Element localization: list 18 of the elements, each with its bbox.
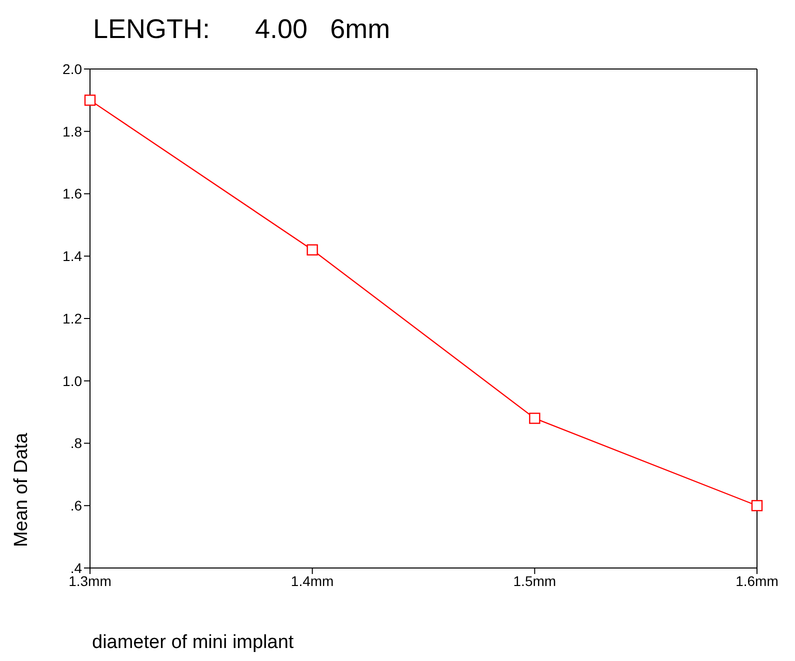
y-tick-label: .6 bbox=[70, 498, 82, 514]
x-tick-label: 1.5mm bbox=[513, 572, 556, 589]
x-tick-label: 1.4mm bbox=[290, 572, 334, 589]
y-tick-label: 1.2 bbox=[62, 310, 82, 326]
point bbox=[306, 244, 318, 256]
y-tick-label: 1.8 bbox=[62, 123, 82, 140]
y-axis-title: Mean of Data bbox=[11, 432, 33, 548]
point bbox=[751, 500, 763, 512]
x-tick-label: 1.6mm bbox=[736, 572, 778, 589]
point bbox=[84, 94, 96, 106]
chart-title: LENGTH: 4.00 6mm bbox=[93, 14, 390, 45]
x-axis-title: diameter of mini implant bbox=[92, 632, 294, 654]
point bbox=[529, 412, 540, 424]
y-tick-label: 1.6 bbox=[62, 186, 82, 202]
y-tick-label: .8 bbox=[70, 435, 82, 452]
y-tick-label: 1.4 bbox=[62, 248, 82, 264]
y-tick-label: 1.0 bbox=[62, 372, 82, 389]
y-tick-label: 2.0 bbox=[62, 60, 82, 77]
